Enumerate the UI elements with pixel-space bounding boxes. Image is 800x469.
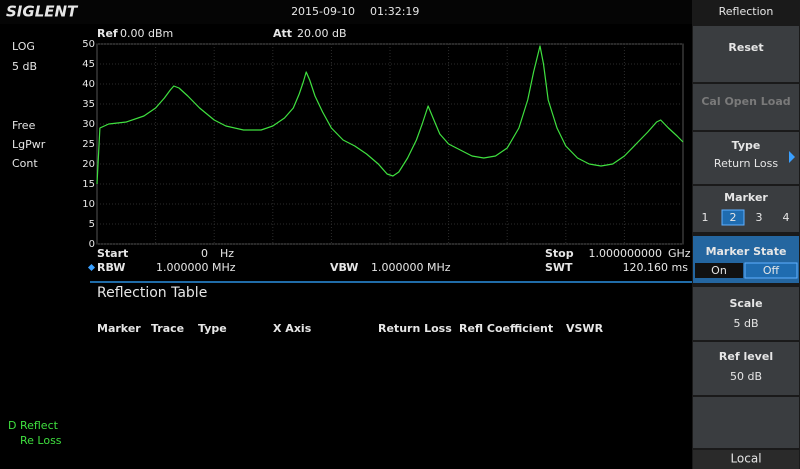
marker-option[interactable]: 4 [783,211,790,224]
trace-mode: D Reflect [8,419,59,432]
local-label: Local [730,452,761,466]
marker-option[interactable]: 3 [756,211,763,224]
ref-level-label: Ref level [719,350,773,363]
ref-value: 0.00 dBm [120,27,173,40]
marker-selected [721,209,745,226]
column-header: X Axis [273,322,312,335]
column-header: VSWR [566,322,604,335]
vbw-value: 1.000000 MHz [371,261,451,274]
brand: SIGLENT [6,3,79,21]
plot: 0 5 10 15 20 25 30 35 40 45 50 [82,39,684,250]
att-value: 20.00 dB [297,27,347,40]
rbw-value: 1.000000 MHz [156,261,236,274]
submenu-arrow [789,151,795,163]
y-tick-label: 25 [82,139,95,150]
scale-button[interactable] [693,287,799,340]
y-tick-label: 35 [82,99,95,110]
start-unit: Hz [220,247,234,260]
local-button[interactable] [693,450,799,469]
time: 01:32:19 [370,5,419,18]
y-tick-label: 40 [82,79,95,90]
detector: LgPwr [12,138,46,151]
cal-button[interactable] [693,84,799,130]
y-tick-label: 5 [89,219,95,230]
column-header: Refl Coefficient [459,322,553,335]
date: 2015-09-10 [291,5,355,18]
stop-label: Stop [545,247,574,260]
scale-type: LOG [12,40,35,53]
empty-button [693,397,799,448]
off-box [744,262,798,279]
trace [96,45,684,185]
marker-state-on[interactable]: On [711,264,727,277]
swt-value: 120.160 ms [623,261,689,274]
stop-unit: GHz [668,247,691,260]
y-tick-label: 45 [82,59,95,70]
swt-label: SWT [545,261,573,274]
trigger: Free [12,119,36,132]
trace-label: Re Loss [20,434,62,447]
marker-option[interactable]: 1 [702,211,709,224]
rbw-label: RBW [97,261,125,274]
column-header: Type [198,322,227,335]
column-header: Return Loss [378,322,452,335]
header-bar [0,0,692,24]
scale-value: 5 dB [733,317,758,330]
vbw-label: VBW [330,261,358,274]
y-tick-label: 15 [82,179,95,190]
marker-state-off[interactable]: Off [763,264,780,277]
marker-button[interactable] [693,186,799,232]
marker-state-label: Marker State [706,245,787,258]
scale: 5 dB [12,60,37,73]
sweep: Cont [12,157,38,170]
ref-level-value: 50 dB [730,370,762,383]
ref-label: Ref [97,27,118,40]
y-tick-label: 10 [82,199,95,210]
y-tick-label: 30 [82,119,95,130]
reset-label: Reset [728,41,763,54]
type-button[interactable] [693,132,799,184]
scale-label: Scale [729,297,762,310]
start-value: 0 [201,247,208,260]
on-box [695,263,743,278]
type-label: Type [732,139,761,152]
y-tick-label: 20 [82,159,95,170]
y-tick-label: 50 [82,39,95,50]
marker-label: Marker [724,191,768,204]
column-header: Marker [97,322,141,335]
y-tick-label: 0 [89,239,95,250]
ref-level-button[interactable] [693,342,799,395]
rbw-icon [87,263,96,272]
marker-option[interactable]: 2 [730,211,737,224]
table-title: Reflection Table [97,285,207,301]
start-label: Start [97,247,128,260]
stop-value: 1.000000000 [589,247,662,260]
type-value: Return Loss [714,157,778,170]
menu-title: Reflection [719,5,774,18]
att-label: Att [273,27,292,40]
column-header: Trace [151,322,184,335]
reset-button[interactable] [693,26,799,82]
cal-label: Cal Open Load [701,95,790,108]
